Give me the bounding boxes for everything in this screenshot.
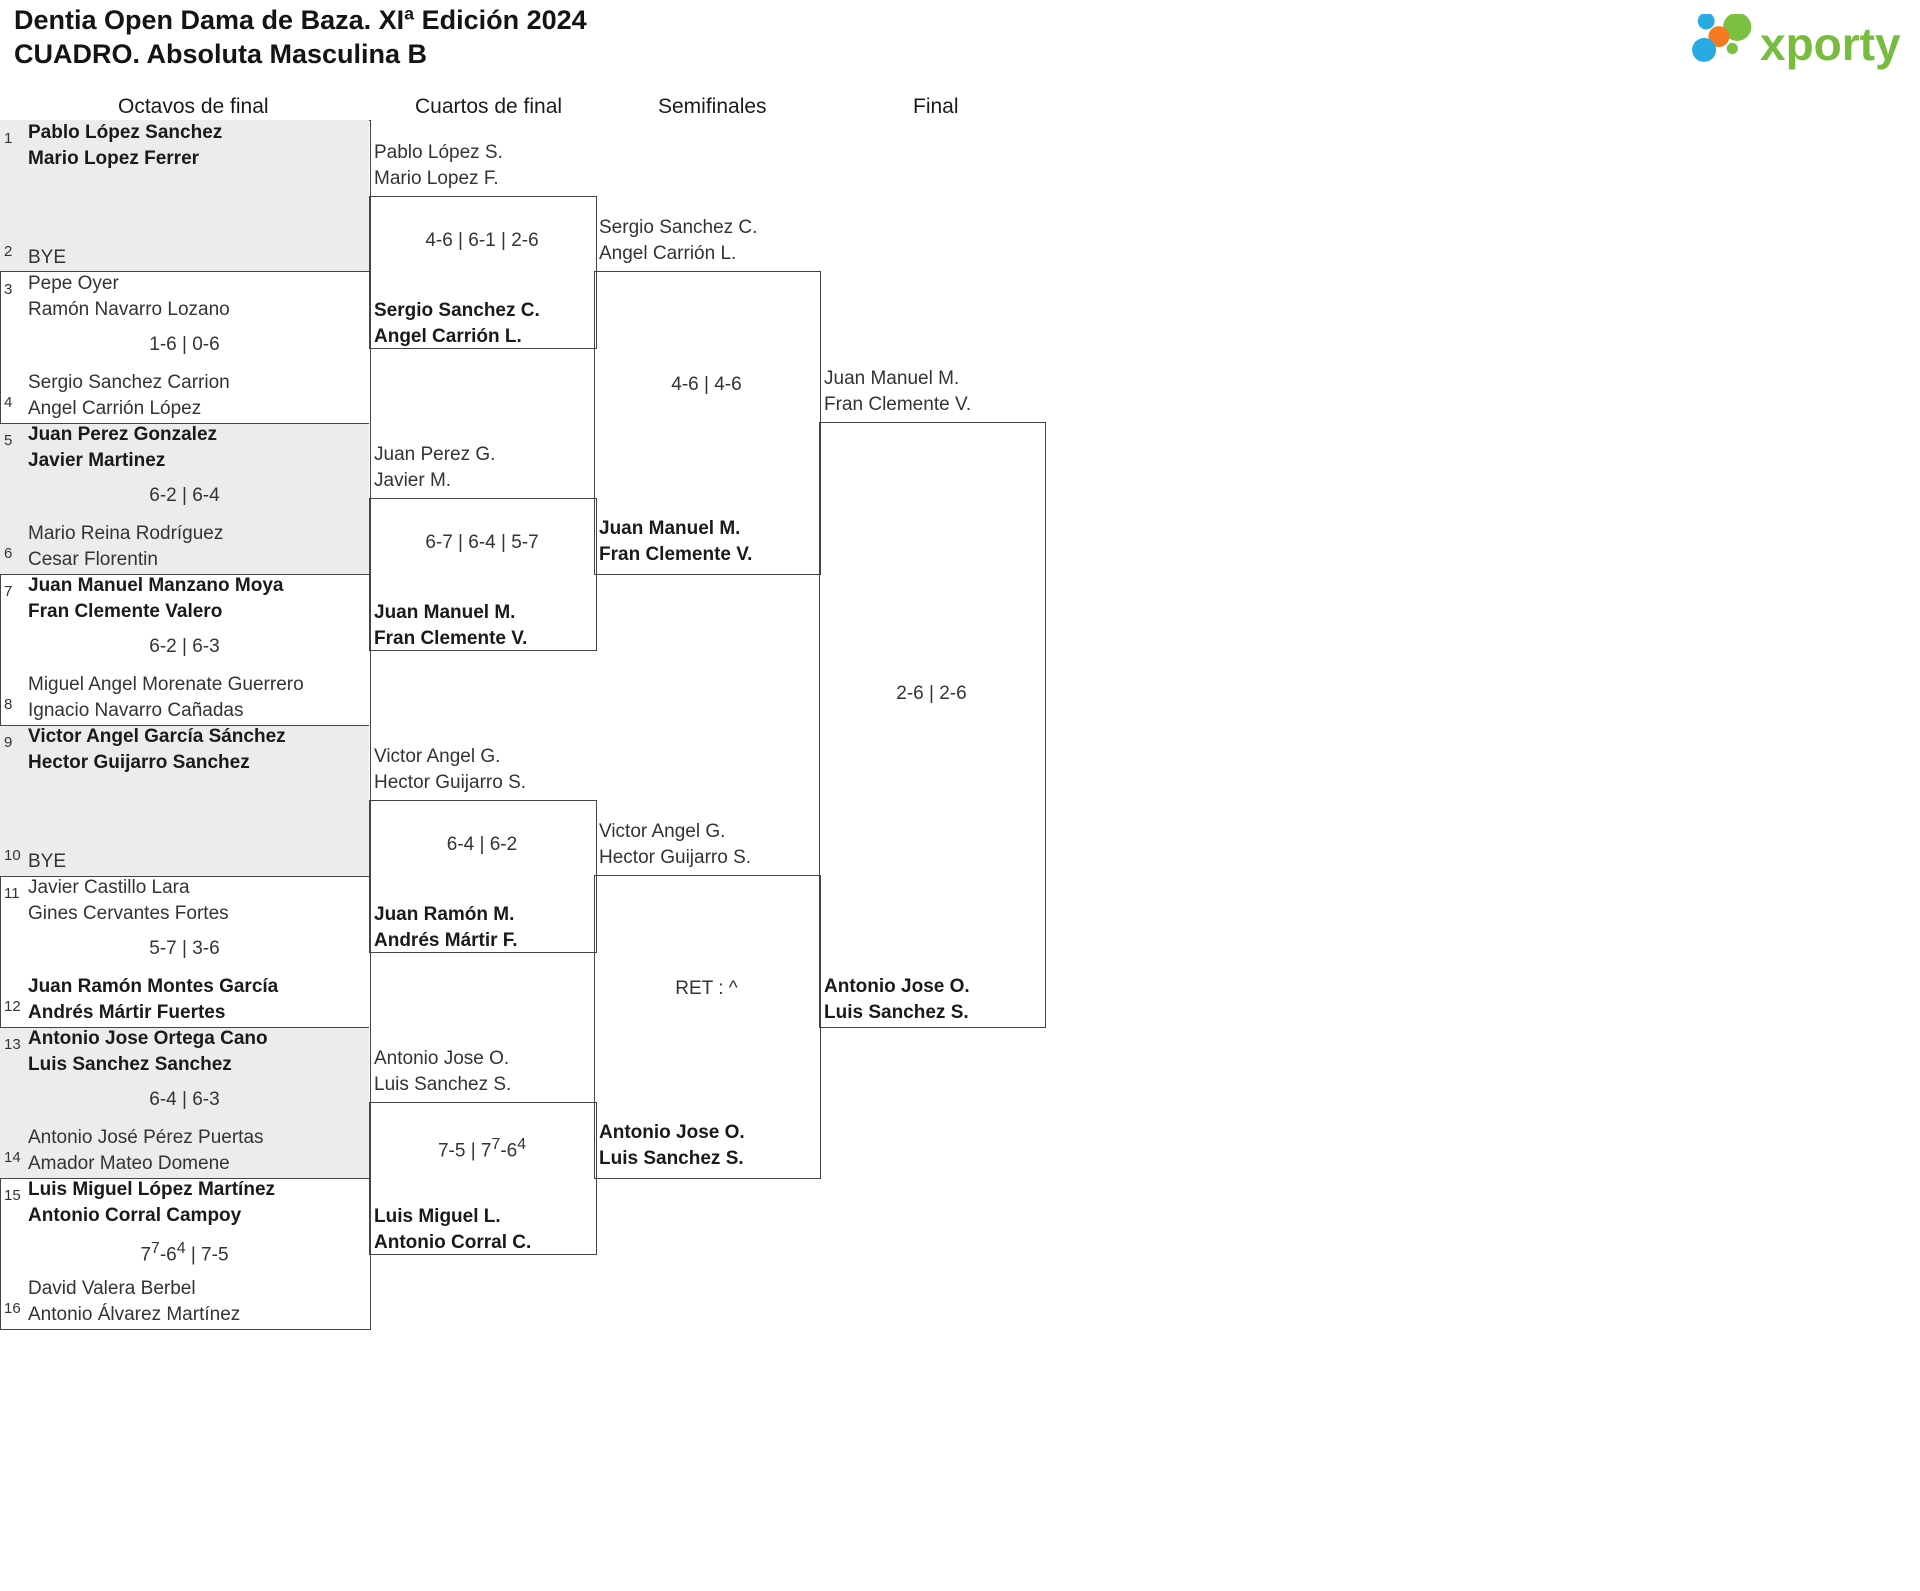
svg-text:xporty: xporty [1760, 18, 1901, 70]
